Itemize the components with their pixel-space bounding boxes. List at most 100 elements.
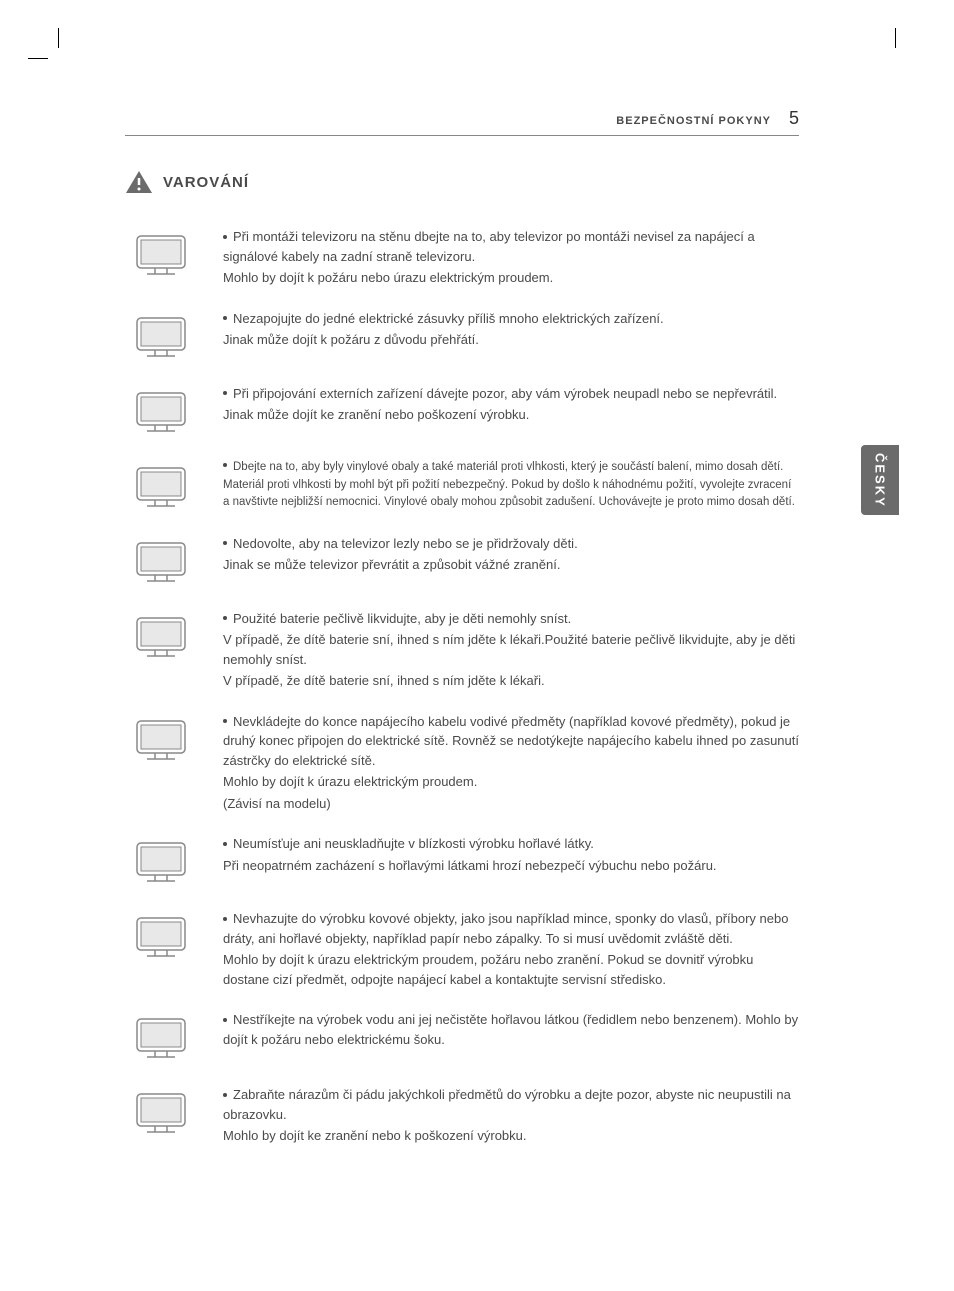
warning-item-text: Dbejte na to, aby byly vinylové obaly a … bbox=[223, 456, 799, 513]
page-number: 5 bbox=[789, 108, 799, 129]
warning-line: Mohlo by dojít k požáru nebo úrazu elekt… bbox=[223, 268, 799, 288]
warning-item-text: Při montáži televizoru na stěnu dbejte n… bbox=[223, 224, 799, 290]
warning-item-text: Nedovolte, aby na televizor lezly nebo s… bbox=[223, 531, 799, 577]
warning-line-text: Mohlo by dojít k požáru nebo úrazu elekt… bbox=[223, 270, 553, 285]
warning-line: Při montáži televizoru na stěnu dbejte n… bbox=[223, 227, 799, 266]
warning-item: Dbejte na to, aby byly vinylové obaly a … bbox=[125, 456, 799, 515]
warning-line-text: Jinak může dojít k požáru z důvodu přehř… bbox=[223, 332, 479, 347]
warning-line-text: Při připojování externích zařízení dávej… bbox=[233, 386, 777, 401]
warning-line: Nestříkejte na výrobek vodu ani jej neči… bbox=[223, 1010, 799, 1049]
warning-item-text: Zabraňte nárazům či pádu jakýchkoli před… bbox=[223, 1082, 799, 1148]
bullet-icon bbox=[223, 1018, 227, 1022]
content-area: VAROVÁNÍ Při montáži televizoru na stěnu… bbox=[125, 170, 799, 1164]
warning-item: Nezapojujte do jedné elektrické zásuvky … bbox=[125, 306, 799, 365]
bullet-icon bbox=[223, 842, 227, 846]
warning-line-text: Mohlo by dojít ke zranění nebo k poškoze… bbox=[223, 1128, 527, 1143]
warning-item-icon bbox=[125, 531, 203, 590]
warning-line-text: V případě, že dítě baterie sní, ihned s … bbox=[223, 673, 545, 688]
bullet-icon bbox=[223, 541, 227, 545]
warning-item-text: Neumísťuje ani neuskladňujte v blízkosti… bbox=[223, 831, 799, 877]
warning-line-text: Mohlo by dojít k úrazu elektrickým proud… bbox=[223, 774, 477, 789]
warning-item-text: Nevhazujte do výrobku kovové objekty, ja… bbox=[223, 906, 799, 991]
warning-item: Použité baterie pečlivě likvidujte, aby … bbox=[125, 606, 799, 693]
warning-item: Nevkládejte do konce napájecího kabelu v… bbox=[125, 709, 799, 816]
warning-line: V případě, že dítě baterie sní, ihned s … bbox=[223, 630, 799, 669]
warning-line-text: Dbejte na to, aby byly vinylové obaly a … bbox=[233, 461, 783, 473]
warning-line: Nezapojujte do jedné elektrické zásuvky … bbox=[223, 309, 799, 329]
warning-line-text: Jinak může dojít ke zranění nebo poškoze… bbox=[223, 407, 529, 422]
warning-line: Použité baterie pečlivě likvidujte, aby … bbox=[223, 609, 799, 629]
warning-line-text: (Závisí na modelu) bbox=[223, 796, 331, 811]
bullet-icon bbox=[223, 316, 227, 320]
warning-item-icon bbox=[125, 606, 203, 665]
bullet-icon bbox=[223, 463, 227, 467]
warning-line: Mohlo by dojít ke zranění nebo k poškoze… bbox=[223, 1126, 799, 1146]
warning-line: Při připojování externích zařízení dávej… bbox=[223, 384, 799, 404]
warning-item-text: Nestříkejte na výrobek vodu ani jej neči… bbox=[223, 1007, 799, 1051]
warning-item: Nestříkejte na výrobek vodu ani jej neči… bbox=[125, 1007, 799, 1066]
warning-line: (Závisí na modelu) bbox=[223, 794, 799, 814]
crop-mark-top bbox=[0, 38, 954, 39]
page-header: BEZPEČNOSTNÍ POKYNY 5 bbox=[125, 108, 799, 136]
bullet-icon bbox=[223, 391, 227, 395]
warning-line: V případě, že dítě baterie sní, ihned s … bbox=[223, 671, 799, 691]
warning-item: Neumísťuje ani neuskladňujte v blízkosti… bbox=[125, 831, 799, 890]
warning-item-icon bbox=[125, 381, 203, 440]
warning-item-icon bbox=[125, 306, 203, 365]
warning-line-text: Neumísťuje ani neuskladňujte v blízkosti… bbox=[233, 836, 594, 851]
warning-item-icon bbox=[125, 831, 203, 890]
warning-header: VAROVÁNÍ bbox=[125, 170, 799, 194]
warning-label: VAROVÁNÍ bbox=[163, 174, 249, 191]
warning-item: Nedovolte, aby na televizor lezly nebo s… bbox=[125, 531, 799, 590]
bullet-icon bbox=[223, 917, 227, 921]
language-tab: ČESKY bbox=[861, 445, 899, 515]
warning-line: Mohlo by dojít k úrazu elektrickým proud… bbox=[223, 950, 799, 989]
warning-item-icon bbox=[125, 1007, 203, 1066]
warning-line: Nedovolte, aby na televizor lezly nebo s… bbox=[223, 534, 799, 554]
warning-items-list: Při montáži televizoru na stěnu dbejte n… bbox=[125, 224, 799, 1148]
bullet-icon bbox=[223, 719, 227, 723]
warning-item-icon bbox=[125, 456, 203, 515]
warning-line: Materiál proti vlhkosti by mohl být při … bbox=[223, 477, 799, 510]
warning-item: Při montáži televizoru na stěnu dbejte n… bbox=[125, 224, 799, 290]
warning-triangle-icon bbox=[125, 170, 153, 194]
warning-line: Dbejte na to, aby byly vinylové obaly a … bbox=[223, 459, 799, 476]
warning-line-text: Nestříkejte na výrobek vodu ani jej neči… bbox=[223, 1012, 798, 1047]
warning-item-icon bbox=[125, 906, 203, 965]
warning-line-text: Mohlo by dojít k úrazu elektrickým proud… bbox=[223, 952, 753, 987]
warning-line: Zabraňte nárazům či pádu jakýchkoli před… bbox=[223, 1085, 799, 1124]
warning-line: Jinak se může televizor převrátit a způs… bbox=[223, 555, 799, 575]
warning-item-text: Nevkládejte do konce napájecího kabelu v… bbox=[223, 709, 799, 816]
warning-line-text: Nevkládejte do konce napájecího kabelu v… bbox=[223, 714, 799, 768]
warning-line-text: Nevhazujte do výrobku kovové objekty, ja… bbox=[223, 911, 788, 946]
warning-line-text: Při montáži televizoru na stěnu dbejte n… bbox=[223, 229, 755, 264]
warning-line-text: Nedovolte, aby na televizor lezly nebo s… bbox=[233, 536, 578, 551]
warning-line: Jinak může dojít k požáru z důvodu přehř… bbox=[223, 330, 799, 350]
warning-line-text: V případě, že dítě baterie sní, ihned s … bbox=[223, 632, 795, 667]
bullet-icon bbox=[223, 1093, 227, 1097]
warning-item: Nevhazujte do výrobku kovové objekty, ja… bbox=[125, 906, 799, 991]
warning-item-icon bbox=[125, 709, 203, 768]
warning-line: Nevkládejte do konce napájecího kabelu v… bbox=[223, 712, 799, 771]
warning-item-text: Nezapojujte do jedné elektrické zásuvky … bbox=[223, 306, 799, 352]
warning-line-text: Jinak se může televizor převrátit a způs… bbox=[223, 557, 560, 572]
warning-item-icon bbox=[125, 224, 203, 283]
warning-line-text: Zabraňte nárazům či pádu jakýchkoli před… bbox=[223, 1087, 791, 1122]
warning-item-text: Použité baterie pečlivě likvidujte, aby … bbox=[223, 606, 799, 693]
warning-line: Neumísťuje ani neuskladňujte v blízkosti… bbox=[223, 834, 799, 854]
header-title: BEZPEČNOSTNÍ POKYNY bbox=[616, 115, 771, 127]
warning-line: Nevhazujte do výrobku kovové objekty, ja… bbox=[223, 909, 799, 948]
warning-line-text: Při neopatrném zacházení s hořlavými lát… bbox=[223, 858, 717, 873]
bullet-icon bbox=[223, 235, 227, 239]
crop-mark-left bbox=[38, 0, 39, 1291]
warning-line-text: Nezapojujte do jedné elektrické zásuvky … bbox=[233, 311, 664, 326]
warning-line: Při neopatrném zacházení s hořlavými lát… bbox=[223, 856, 799, 876]
warning-line: Jinak může dojít ke zranění nebo poškoze… bbox=[223, 405, 799, 425]
warning-item: Zabraňte nárazům či pádu jakýchkoli před… bbox=[125, 1082, 799, 1148]
bullet-icon bbox=[223, 616, 227, 620]
warning-line: Mohlo by dojít k úrazu elektrickým proud… bbox=[223, 772, 799, 792]
warning-item: Při připojování externích zařízení dávej… bbox=[125, 381, 799, 440]
warning-line-text: Použité baterie pečlivě likvidujte, aby … bbox=[233, 611, 571, 626]
warning-item-text: Při připojování externích zařízení dávej… bbox=[223, 381, 799, 427]
warning-line-text: Materiál proti vlhkosti by mohl být při … bbox=[223, 479, 795, 508]
